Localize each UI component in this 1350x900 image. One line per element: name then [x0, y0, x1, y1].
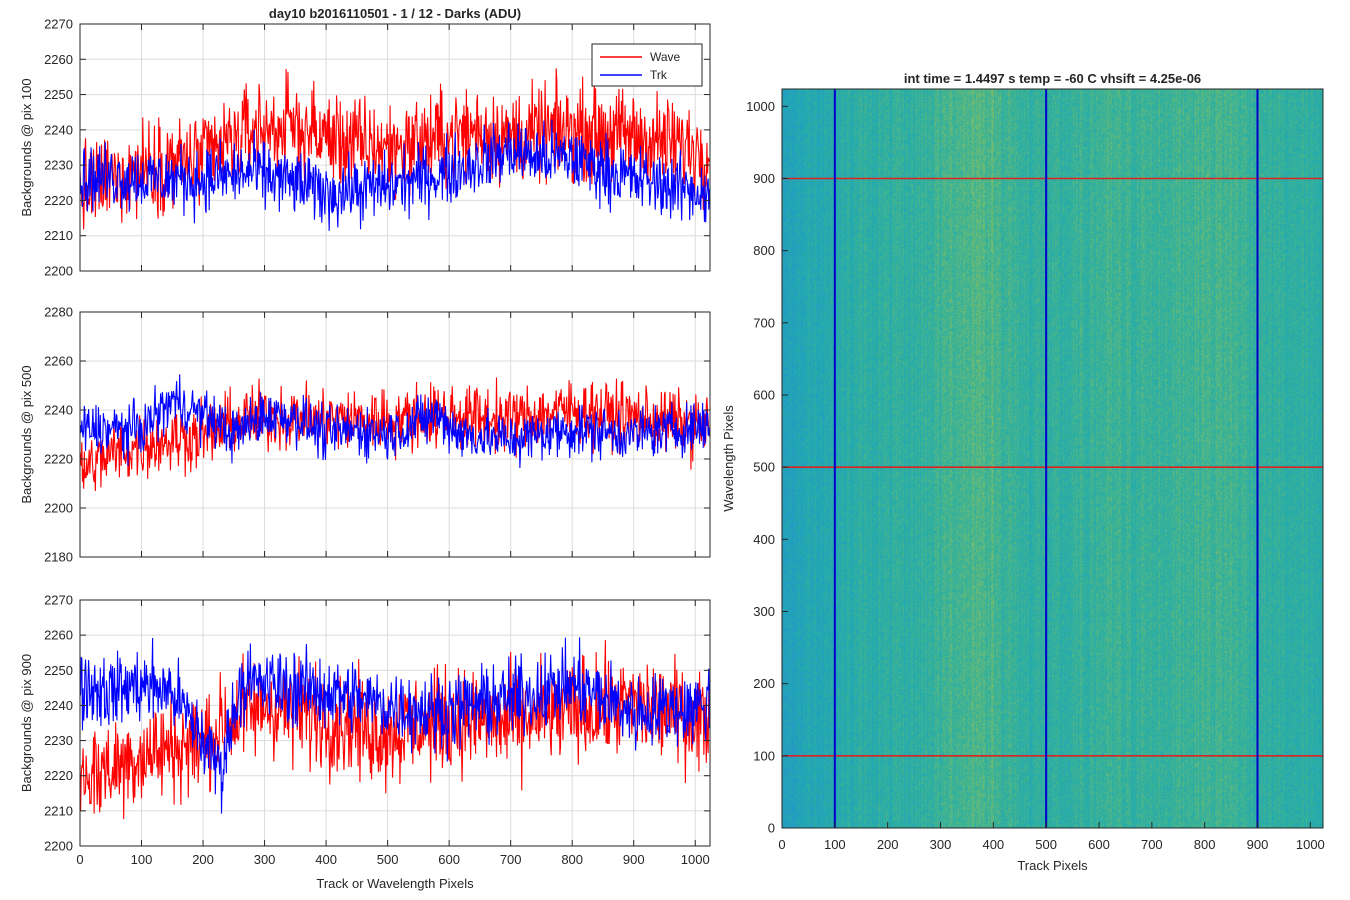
x-tick-label: 1000 — [1296, 837, 1325, 852]
y-tick-label: 2200 — [44, 501, 73, 516]
y-tick-label: 2220 — [44, 768, 73, 783]
x-tick-label: 400 — [315, 852, 337, 867]
x-tick-label: 100 — [824, 837, 846, 852]
x-tick-label: 600 — [438, 852, 460, 867]
y-tick-label: 2220 — [44, 193, 73, 208]
legend-label-wave: Wave — [650, 50, 681, 64]
series-line-wave — [80, 68, 710, 230]
y-tick-label: 900 — [753, 171, 775, 186]
x-tick-label: 700 — [500, 852, 522, 867]
y-tick-label: 0 — [768, 821, 775, 836]
y-tick-label: 2250 — [44, 663, 73, 678]
y-tick-label: 2220 — [44, 452, 73, 467]
y-tick-label: 300 — [753, 604, 775, 619]
x-tick-label: 1000 — [681, 852, 710, 867]
chart-title: day10 b2016110501 - 1 / 12 - Darks (ADU) — [269, 6, 521, 21]
y-tick-label: 500 — [753, 460, 775, 475]
x-tick-label: 700 — [1141, 837, 1163, 852]
y-axis-label: Backgrounds @ pix 500 — [19, 365, 34, 503]
axes-box — [79, 23, 711, 272]
x-tick-label: 900 — [1247, 837, 1269, 852]
series-line-trk — [80, 637, 710, 814]
y-tick-label: 1000 — [746, 99, 775, 114]
y-tick-label: 2200 — [44, 264, 73, 279]
y-axis-label: Backgrounds @ pix 900 — [19, 654, 34, 792]
x-tick-label: 500 — [377, 852, 399, 867]
x-tick-label: 200 — [877, 837, 899, 852]
y-tick-label: 800 — [753, 243, 775, 258]
x-tick-label: 800 — [1194, 837, 1216, 852]
x-tick-label: 600 — [1088, 837, 1110, 852]
legend-label-trk: Trk — [650, 68, 668, 82]
x-tick-label: 400 — [982, 837, 1004, 852]
y-tick-label: 2240 — [44, 122, 73, 137]
heatmap-axes-box — [781, 88, 1324, 829]
series-line-trk — [80, 374, 710, 469]
y-tick-label: 400 — [753, 532, 775, 547]
y-tick-label: 2270 — [44, 593, 73, 608]
heatmap-panel: 0 100 200 300 400 500 600 700 800 900 1000 0 100 200 3… — [721, 71, 1325, 873]
y-axis-label: Backgrounds @ pix 100 — [19, 78, 34, 216]
y-tick-label: 600 — [753, 387, 775, 402]
y-tick-label: 2200 — [44, 839, 73, 854]
plot-panel-pix-100: 2200 2210 2220 2230 2240 2250 2260 2270 Backgrou… — [19, 6, 711, 279]
x-axis-label: Track or Wavelength Pixels — [316, 876, 474, 891]
x-tick-label: 900 — [623, 852, 645, 867]
y-tick-label: 2210 — [44, 803, 73, 818]
y-tick-label: 2240 — [44, 698, 73, 713]
heatmap-title: int time = 1.4497 s temp = -60 C vhsift … — [904, 71, 1201, 86]
y-tick-label: 2230 — [44, 158, 73, 173]
y-tick-label: 2260 — [44, 52, 73, 67]
y-tick-label: 700 — [753, 315, 775, 330]
plot-panel-pix-500: 2180 2200 2220 2240 2260 2280 Backgrounds @ pi… — [19, 305, 711, 565]
y-axis-label: Wavelength Pixels — [721, 405, 736, 512]
y-tick-label: 2260 — [44, 354, 73, 369]
y-tick-label: 2230 — [44, 733, 73, 748]
y-tick-label: 200 — [753, 676, 775, 691]
x-tick-label: 100 — [131, 852, 153, 867]
plot-panel-pix-900: 0 100 200 300 400 500 600 700 800 900 1000 2200 2210… — [19, 593, 711, 891]
x-tick-label: 300 — [930, 837, 952, 852]
axes-box — [79, 311, 711, 558]
legend-box — [591, 43, 703, 87]
y-tick-label: 2250 — [44, 87, 73, 102]
x-tick-label: 800 — [561, 852, 583, 867]
y-tick-label: 2280 — [44, 305, 73, 320]
x-axis-label: Track Pixels — [1017, 858, 1088, 873]
y-tick-label: 100 — [753, 748, 775, 763]
series-line-trk — [80, 119, 710, 231]
y-tick-label: 2180 — [44, 550, 73, 565]
y-tick-label: 2270 — [44, 17, 73, 32]
x-tick-label: 200 — [192, 852, 214, 867]
x-tick-label: 0 — [76, 852, 83, 867]
heatmap-image — [782, 89, 1323, 828]
y-tick-label: 2240 — [44, 403, 73, 418]
axes-box — [79, 599, 711, 847]
y-tick-label: 2260 — [44, 628, 73, 643]
x-tick-label: 300 — [254, 852, 276, 867]
x-tick-label: 0 — [778, 837, 785, 852]
x-tick-label: 500 — [1035, 837, 1057, 852]
y-tick-label: 2210 — [44, 228, 73, 243]
